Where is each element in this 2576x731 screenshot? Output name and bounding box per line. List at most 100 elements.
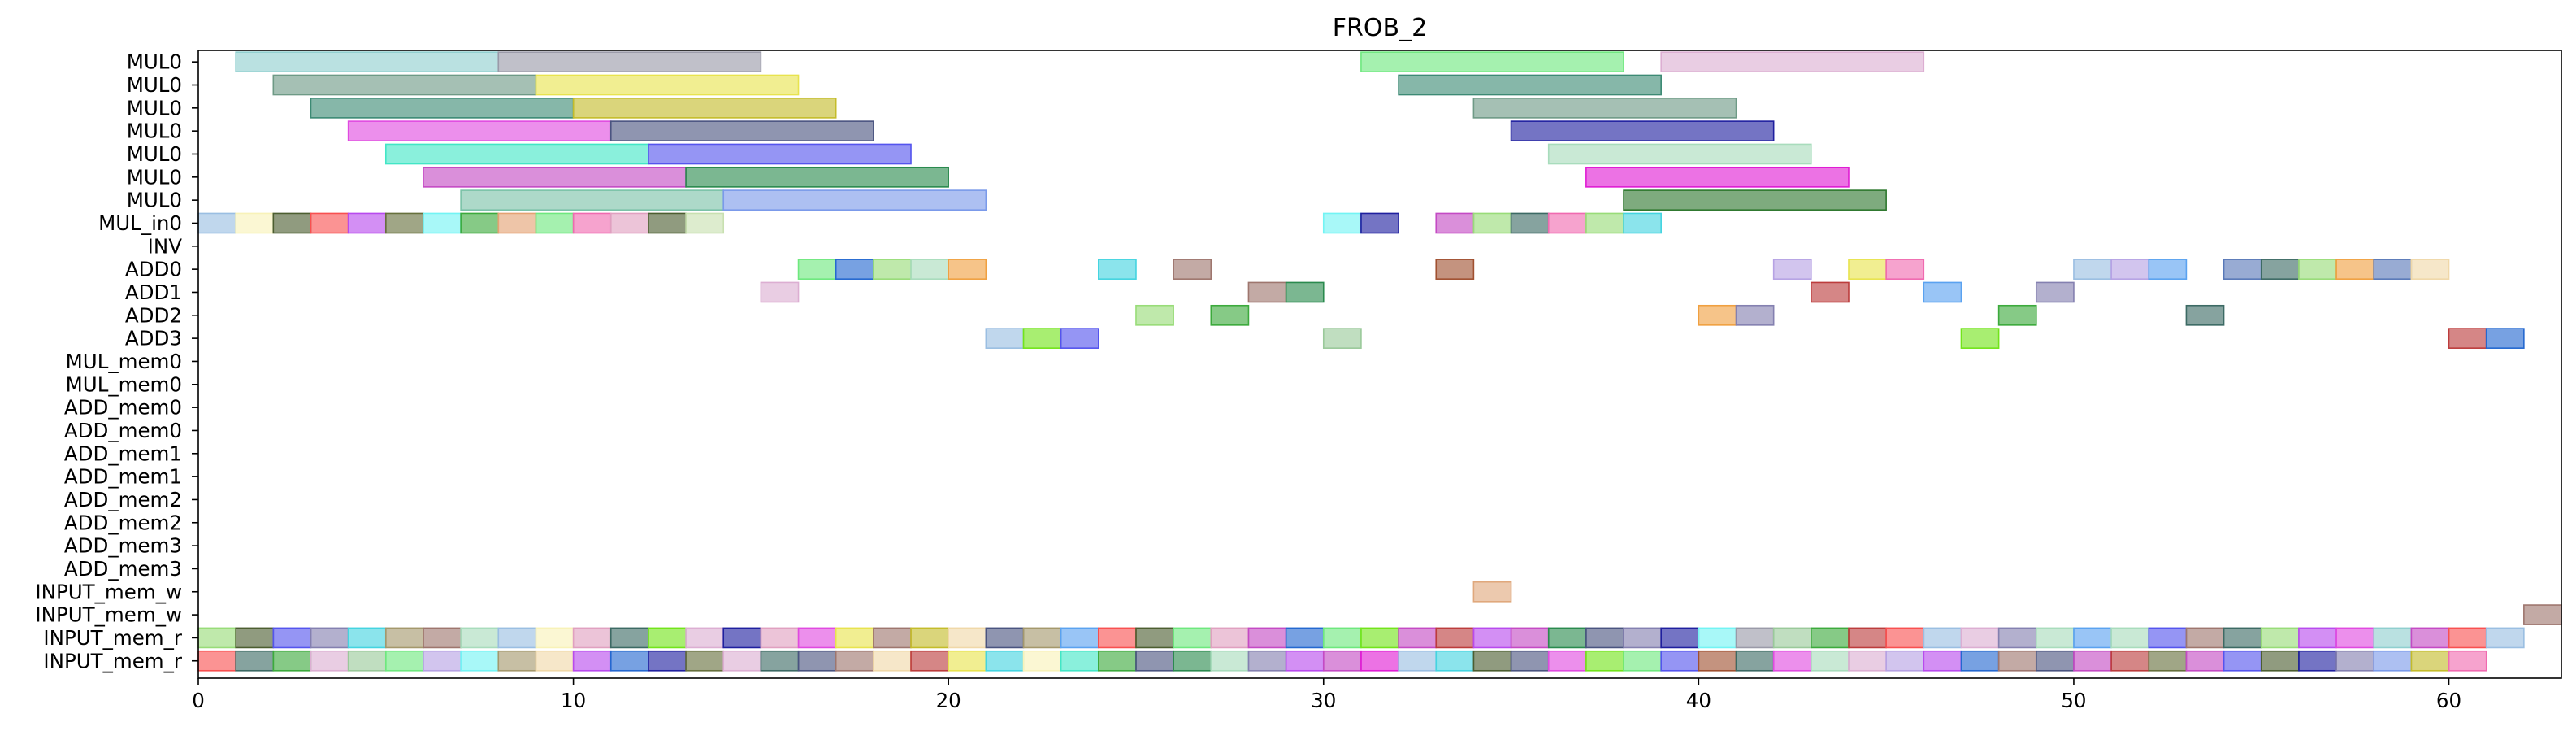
task-bar bbox=[1960, 627, 2000, 649]
task-bar bbox=[2335, 650, 2375, 672]
task-bar bbox=[910, 650, 949, 672]
row-label: MUL0 bbox=[127, 96, 182, 120]
task-bar bbox=[2260, 627, 2300, 649]
task-bar bbox=[1585, 166, 1850, 188]
task-bar bbox=[1173, 259, 1212, 280]
task-bar bbox=[1435, 212, 1475, 234]
task-bar bbox=[1135, 627, 1174, 649]
row-label: ADD_mem1 bbox=[64, 442, 182, 465]
task-bar bbox=[497, 51, 762, 73]
task-bar bbox=[648, 650, 687, 672]
row-label: INPUT_mem_w bbox=[35, 580, 182, 603]
task-bar bbox=[1660, 650, 1700, 672]
task-bar bbox=[1285, 281, 1325, 303]
task-bar bbox=[1322, 212, 1362, 234]
task-bar bbox=[1735, 650, 1775, 672]
task-bar bbox=[1398, 650, 1438, 672]
task-bar bbox=[2035, 627, 2075, 649]
task-bar bbox=[572, 212, 612, 234]
row-label: MUL_mem0 bbox=[66, 350, 182, 373]
task-bar bbox=[1135, 304, 1174, 326]
task-bar bbox=[760, 281, 800, 303]
task-bar bbox=[1698, 650, 1737, 672]
task-bar bbox=[2373, 259, 2413, 280]
task-bar bbox=[1472, 650, 1512, 672]
task-bar bbox=[2485, 627, 2525, 649]
task-bar bbox=[1811, 650, 1850, 672]
task-bar bbox=[572, 627, 612, 649]
task-bar bbox=[910, 627, 949, 649]
task-bar bbox=[797, 627, 837, 649]
task-bar bbox=[2523, 604, 2562, 625]
task-bar bbox=[235, 627, 275, 649]
task-bar bbox=[1135, 650, 1174, 672]
task-bar bbox=[2335, 627, 2375, 649]
task-bar bbox=[609, 627, 649, 649]
task-bar bbox=[272, 650, 312, 672]
task-bar bbox=[235, 212, 275, 234]
task-bar bbox=[1660, 627, 1700, 649]
task-bar bbox=[1735, 304, 1775, 326]
task-bar bbox=[572, 97, 837, 119]
task-bar bbox=[2148, 650, 2188, 672]
task-bar bbox=[1360, 51, 1624, 73]
task-bar bbox=[1247, 627, 1287, 649]
row-label: ADD_mem2 bbox=[64, 511, 182, 534]
task-bar bbox=[460, 627, 500, 649]
task-bar bbox=[497, 212, 537, 234]
task-bar bbox=[1210, 627, 1250, 649]
task-bar bbox=[347, 212, 387, 234]
task-bar bbox=[2260, 650, 2300, 672]
task-bar bbox=[1997, 650, 2037, 672]
task-bar bbox=[272, 212, 312, 234]
task-bar bbox=[2410, 627, 2450, 649]
task-bar bbox=[910, 259, 949, 280]
task-bar bbox=[2223, 650, 2262, 672]
task-bar bbox=[1322, 627, 1362, 649]
task-bar bbox=[722, 650, 762, 672]
task-bar bbox=[835, 627, 874, 649]
row-label: MUL_in0 bbox=[98, 211, 182, 235]
task-bar bbox=[1022, 627, 1062, 649]
task-bar bbox=[1510, 627, 1550, 649]
task-bar bbox=[685, 166, 949, 188]
task-bar bbox=[347, 120, 612, 141]
task-bar bbox=[1623, 627, 1662, 649]
task-bar bbox=[2373, 627, 2413, 649]
row-label: ADD_mem0 bbox=[64, 396, 182, 420]
task-bar bbox=[2335, 259, 2375, 280]
task-bar bbox=[1960, 328, 2000, 349]
task-bar bbox=[1060, 650, 1099, 672]
x-tick-label: 60 bbox=[2436, 689, 2461, 712]
task-bar bbox=[2073, 259, 2112, 280]
row-label: ADD_mem3 bbox=[64, 534, 182, 558]
task-bar bbox=[1247, 650, 1287, 672]
task-bar bbox=[1923, 281, 1962, 303]
task-bar bbox=[310, 627, 349, 649]
row-label: MUL0 bbox=[127, 165, 182, 189]
task-bar bbox=[1772, 259, 1812, 280]
task-bar bbox=[347, 650, 387, 672]
task-bar bbox=[2373, 650, 2413, 672]
task-bar bbox=[722, 627, 762, 649]
task-bar bbox=[722, 189, 987, 211]
task-bar bbox=[1660, 51, 1925, 73]
task-bar bbox=[497, 627, 537, 649]
task-bar bbox=[1098, 259, 1137, 280]
task-bar bbox=[2410, 650, 2450, 672]
task-bar bbox=[384, 212, 424, 234]
task-bar bbox=[1510, 212, 1550, 234]
task-bar bbox=[1435, 650, 1475, 672]
task-bar bbox=[1885, 650, 1925, 672]
row-label: INPUT_mem_r bbox=[43, 626, 183, 650]
task-bar bbox=[1811, 627, 1850, 649]
task-bar bbox=[685, 650, 725, 672]
task-bar bbox=[1360, 627, 1399, 649]
task-bar bbox=[2110, 650, 2150, 672]
task-bar bbox=[1811, 281, 1850, 303]
task-bar bbox=[2148, 627, 2188, 649]
row-label: ADD2 bbox=[125, 303, 182, 327]
task-bar bbox=[535, 650, 575, 672]
task-bar bbox=[1472, 581, 1512, 603]
task-bar bbox=[384, 143, 649, 165]
